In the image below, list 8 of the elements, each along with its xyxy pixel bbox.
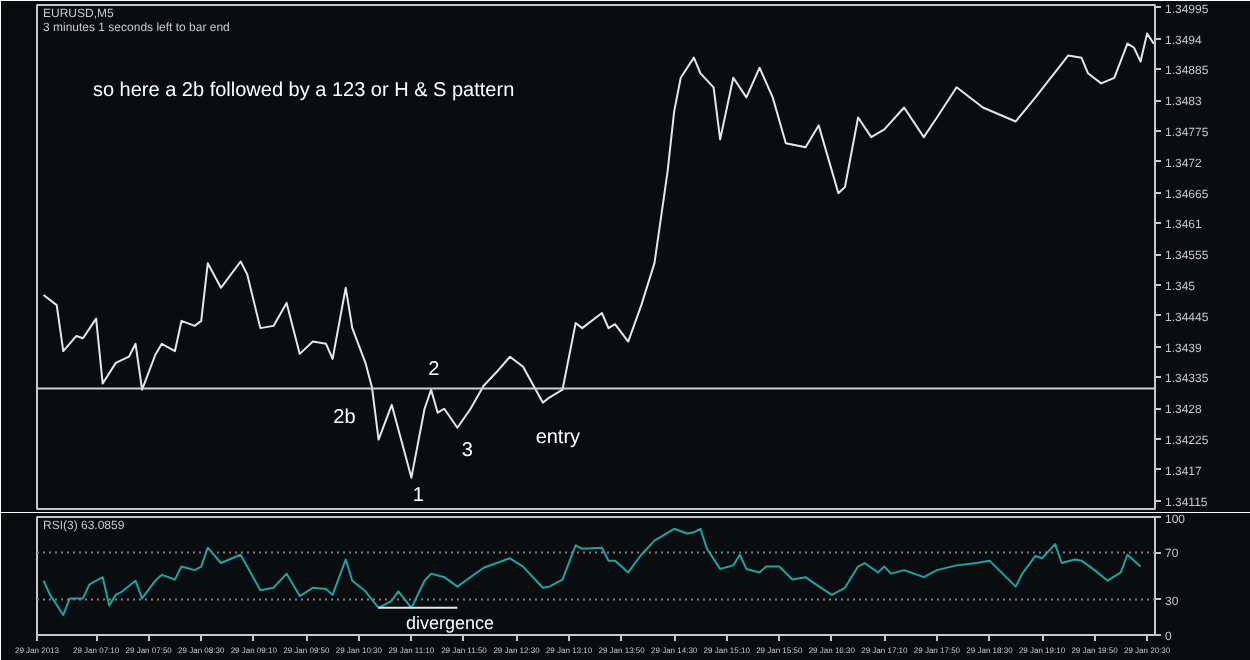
annotation: 1 <box>412 484 425 507</box>
annotation: 2b <box>333 407 357 430</box>
annotation: entry <box>535 427 581 450</box>
line-series <box>42 32 1155 479</box>
annotation: so here a 2b followed by a 123 or H & S pattern <box>92 79 515 102</box>
annotation: divergence <box>405 613 494 634</box>
annotation: 3 <box>461 439 474 462</box>
annotation: 2 <box>428 358 441 381</box>
